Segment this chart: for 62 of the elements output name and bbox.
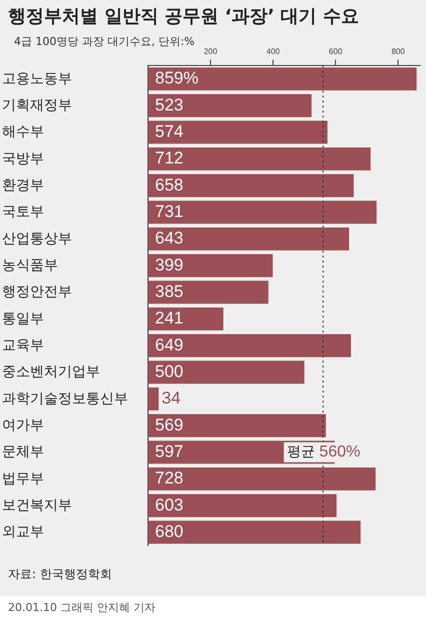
bar — [148, 414, 326, 438]
data-label: 399 — [155, 255, 184, 274]
bar — [148, 467, 376, 490]
y-tick-label: 외교부 — [2, 523, 44, 540]
y-tick-label: 농식품부 — [2, 256, 58, 272]
ref-line-label: 평균 560% — [286, 444, 360, 461]
data-label: 658 — [155, 175, 184, 194]
chart-subtitle: 4급 100명당 과장 대기수요, 단위:% — [14, 34, 195, 49]
y-tick-label: 중소벤처기업부 — [2, 363, 100, 380]
data-label: 643 — [155, 228, 184, 248]
y-tick-label: 국방부 — [2, 150, 44, 166]
x-tick-label: 400 — [266, 47, 280, 56]
bar — [148, 227, 350, 250]
y-tick-label: 행정안전부 — [2, 283, 72, 300]
data-label: 649 — [155, 335, 184, 354]
data-label: 574 — [155, 122, 184, 141]
data-label: 569 — [155, 415, 184, 434]
bar — [148, 94, 312, 118]
y-tick-label: 교육부 — [2, 336, 44, 352]
y-tick-label: 여가부 — [2, 416, 44, 432]
bar — [148, 200, 377, 224]
text: 20.01.10 그래픽 안지혜 기자 — [8, 600, 156, 615]
bar — [148, 174, 354, 198]
data-label: 712 — [155, 148, 184, 168]
y-tick-label: 법무부 — [2, 470, 44, 486]
bar — [148, 254, 273, 278]
data-label: 385 — [155, 282, 184, 301]
x-tick-label: 200 — [204, 47, 218, 56]
data-label: 680 — [155, 522, 184, 541]
bar — [148, 360, 304, 384]
x-tick-label: 800 — [391, 47, 406, 56]
data-label: 34 — [162, 388, 181, 408]
bar — [148, 120, 328, 144]
bar — [148, 307, 224, 330]
data-label: 241 — [155, 308, 184, 328]
y-tick-label: 통일부 — [2, 310, 44, 326]
y-tick-label: 환경부 — [2, 176, 44, 192]
bar — [148, 334, 351, 358]
chart-title: 행정부처별 일반직 공무원 ‘과장’ 대기 수요 — [8, 5, 360, 28]
y-tick-label: 산업통상부 — [2, 230, 72, 246]
y-tick-label: 보건복지부 — [2, 496, 72, 512]
data-label: 731 — [155, 202, 184, 221]
bar — [148, 387, 159, 410]
bar — [148, 147, 371, 170]
data-label: 500 — [155, 362, 184, 381]
data-label: 597 — [155, 442, 184, 461]
data-label: 728 — [155, 468, 184, 488]
bar — [148, 67, 417, 90]
text: 자료: 한국행정학회 — [8, 566, 112, 583]
y-tick-label: 고용노동부 — [2, 70, 72, 86]
bar — [148, 520, 361, 544]
data-label: 859% — [155, 68, 198, 88]
y-tick-label: 해수부 — [2, 123, 44, 140]
y-tick-label: 기획재정부 — [2, 96, 72, 112]
y-tick-label: 국토부 — [2, 203, 44, 220]
data-label: 603 — [155, 495, 184, 514]
x-tick-label: 600 — [328, 47, 343, 56]
y-tick-label: 과학기술정보통신부 — [2, 390, 128, 406]
bar — [148, 280, 268, 304]
y-tick-label: 문체부 — [2, 443, 44, 460]
data-label: 523 — [155, 95, 184, 114]
bar — [148, 494, 337, 518]
